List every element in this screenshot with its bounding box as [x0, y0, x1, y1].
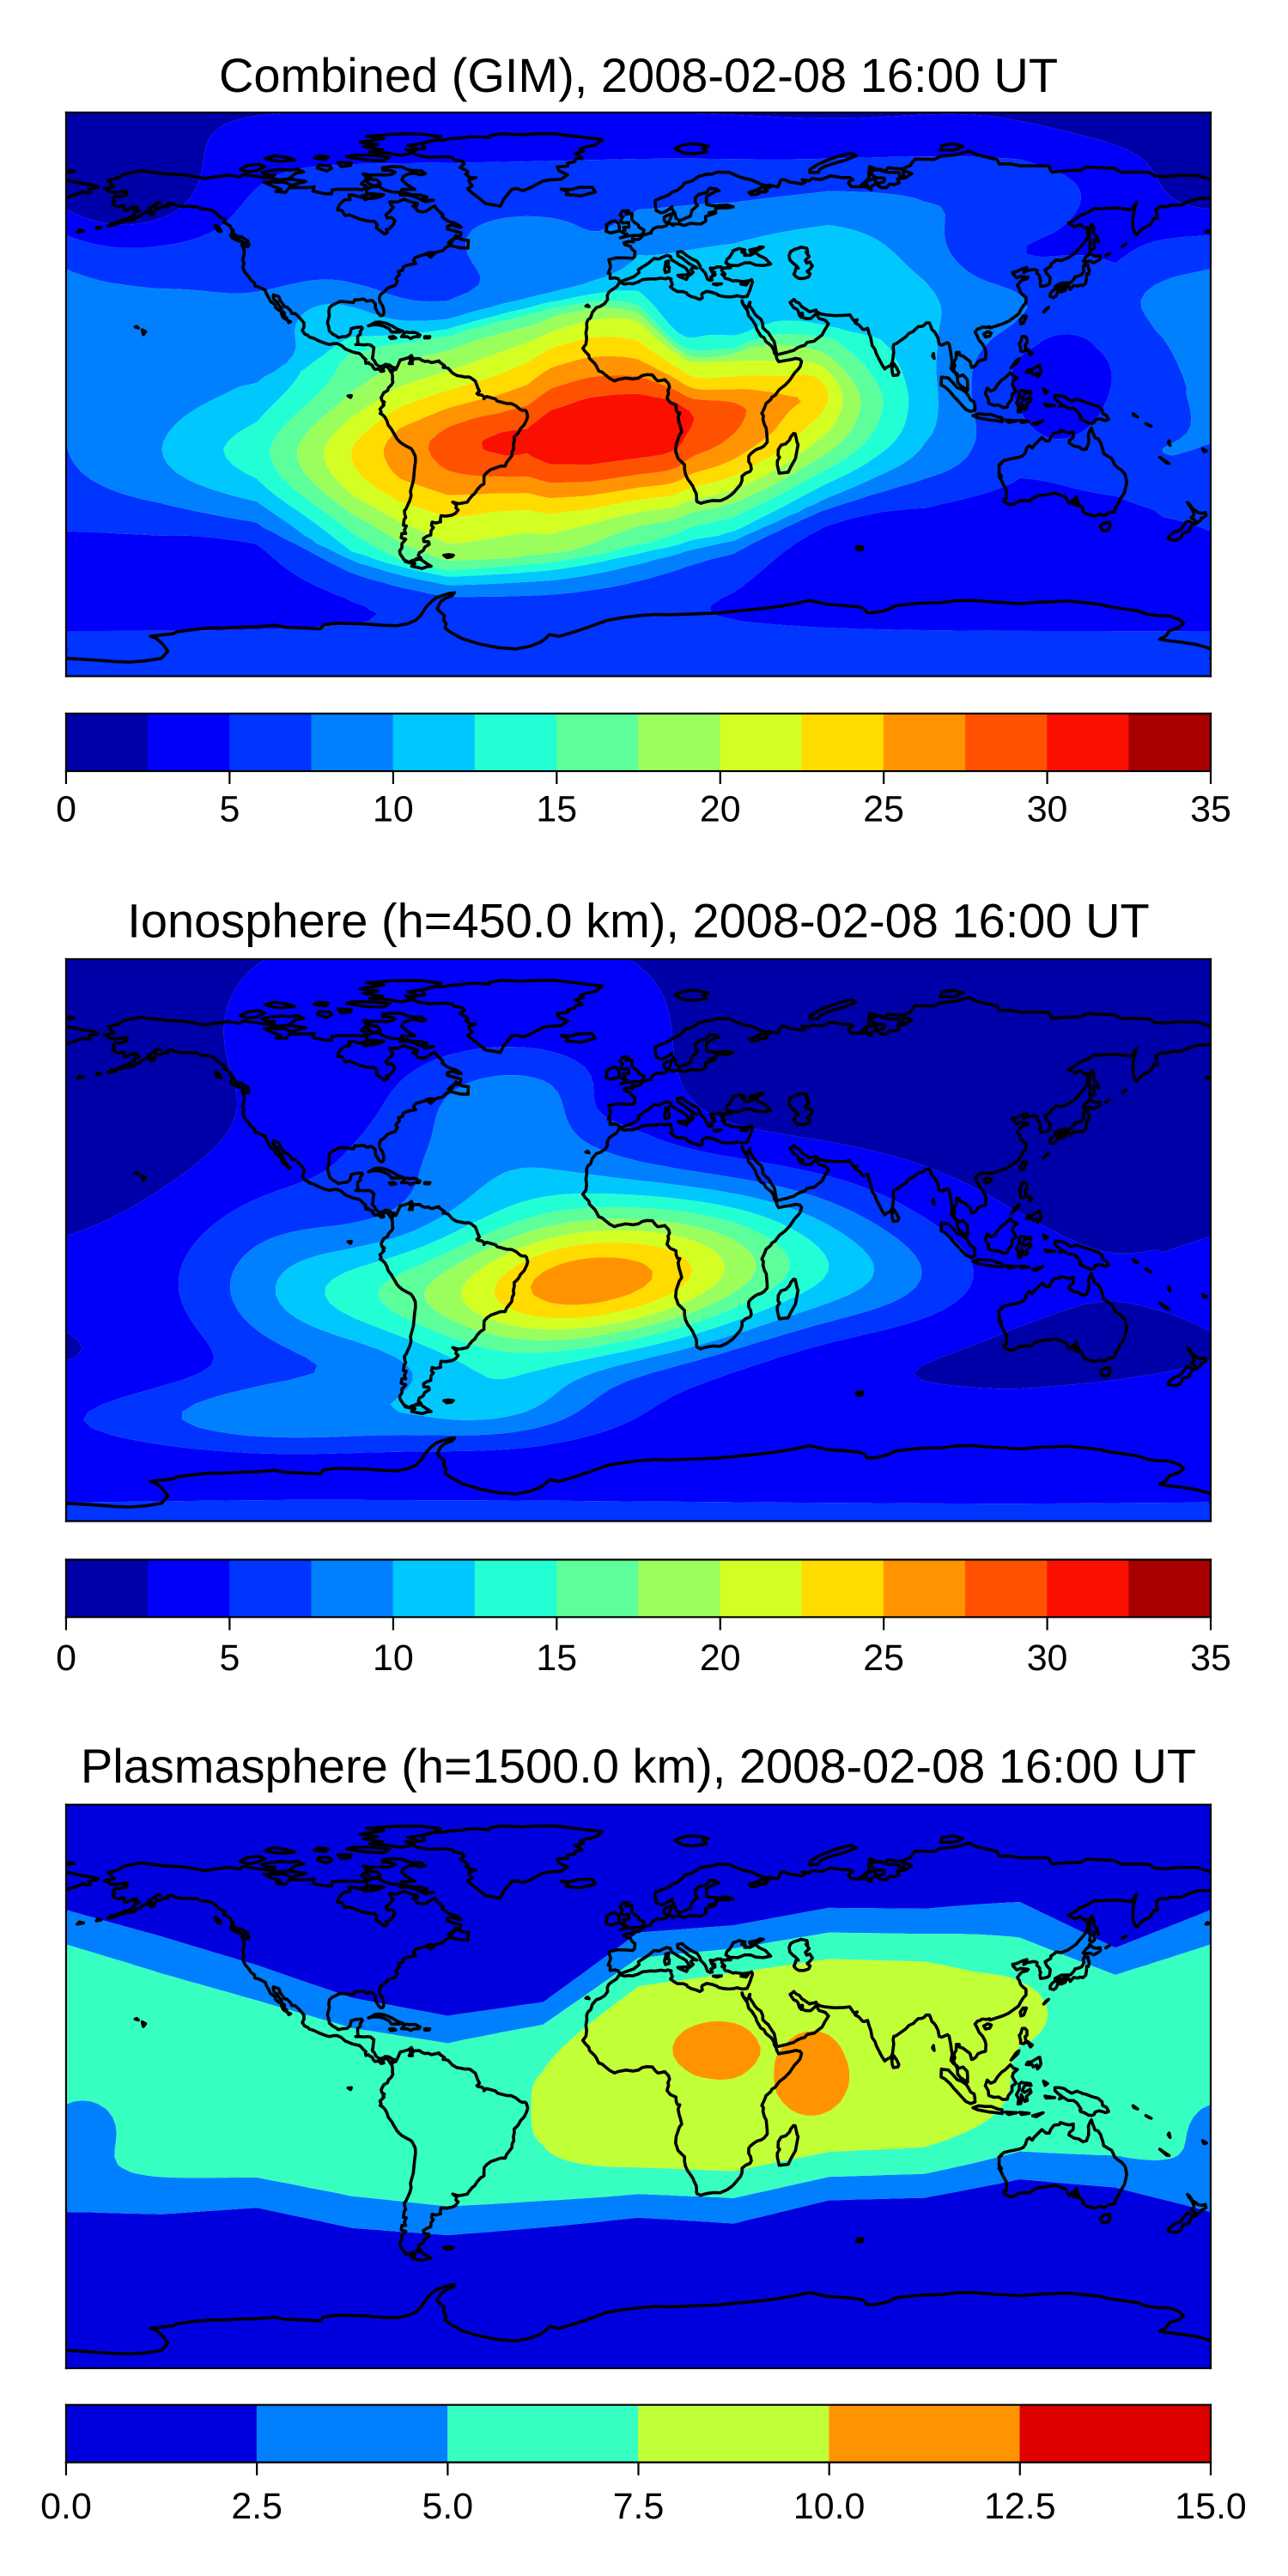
svg-text:0: 0	[56, 789, 76, 830]
svg-text:30: 30	[1027, 1637, 1068, 1679]
svg-text:Ionosphere (h=450.0 km), 2008-: Ionosphere (h=450.0 km), 2008-02-08 16:0…	[127, 894, 1149, 948]
svg-text:0: 0	[56, 1637, 76, 1679]
svg-text:20: 20	[700, 1637, 741, 1679]
svg-text:35: 35	[1190, 1637, 1231, 1679]
svg-text:35: 35	[1190, 789, 1231, 830]
svg-text:15: 15	[536, 1637, 577, 1679]
svg-text:2.5: 2.5	[231, 2486, 283, 2527]
svg-text:5: 5	[219, 789, 240, 830]
svg-text:10.0: 10.0	[793, 2486, 865, 2527]
svg-text:20: 20	[700, 789, 741, 830]
svg-text:0.0: 0.0	[40, 2486, 92, 2527]
svg-text:10: 10	[373, 789, 414, 830]
svg-text:12.5: 12.5	[984, 2486, 1055, 2527]
svg-text:5.0: 5.0	[422, 2486, 474, 2527]
svg-text:25: 25	[863, 789, 904, 830]
svg-text:7.5: 7.5	[613, 2486, 665, 2527]
svg-text:30: 30	[1027, 789, 1068, 830]
svg-text:5: 5	[219, 1637, 240, 1679]
svg-text:Plasmasphere (h=1500.0 km), 20: Plasmasphere (h=1500.0 km), 2008-02-08 1…	[81, 1739, 1196, 1793]
svg-text:Combined (GIM), 2008-02-08 16:: Combined (GIM), 2008-02-08 16:00 UT	[219, 48, 1058, 102]
svg-text:10: 10	[373, 1637, 414, 1679]
svg-text:15: 15	[536, 789, 577, 830]
svg-text:25: 25	[863, 1637, 904, 1679]
svg-text:15.0: 15.0	[1175, 2486, 1246, 2527]
